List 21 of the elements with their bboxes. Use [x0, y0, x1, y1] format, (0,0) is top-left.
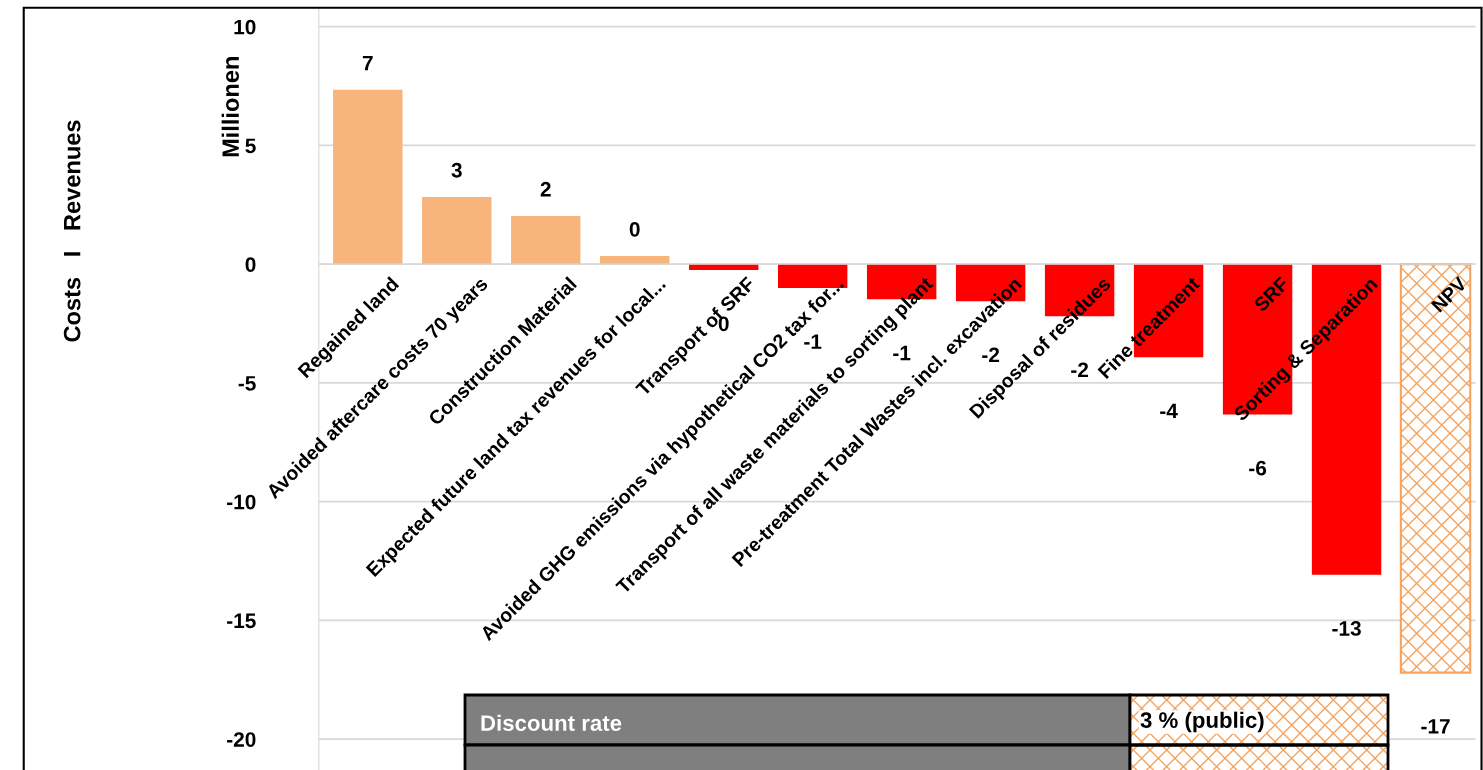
y-tick-label: -5	[238, 376, 256, 391]
y-tick-label: 5	[245, 138, 256, 154]
text: Costs I Revenues	[63, 120, 81, 342]
data-label: -13	[1332, 621, 1361, 636]
data-label: 3	[451, 162, 462, 178]
data-label: -4	[1160, 403, 1178, 419]
data-label: 2	[540, 181, 551, 197]
y-tick-label: -10	[227, 494, 256, 510]
data-label: 7	[362, 55, 373, 71]
y-tick-label: 0	[245, 257, 256, 272]
data-label: -2	[1071, 362, 1089, 378]
data-label: 0	[629, 221, 640, 237]
y-tick-label: 10	[234, 19, 256, 35]
annotation: Discount rate	[481, 714, 622, 731]
annotation: 3 % (public)	[1140, 711, 1264, 733]
data-label: -17	[1421, 719, 1450, 734]
data-label: -1	[804, 334, 822, 349]
y-tick-label: -20	[227, 732, 256, 747]
y-axis-title: Millionen	[221, 57, 239, 157]
y-tick-label: -15	[227, 613, 256, 629]
data-label: -6	[1249, 460, 1267, 476]
